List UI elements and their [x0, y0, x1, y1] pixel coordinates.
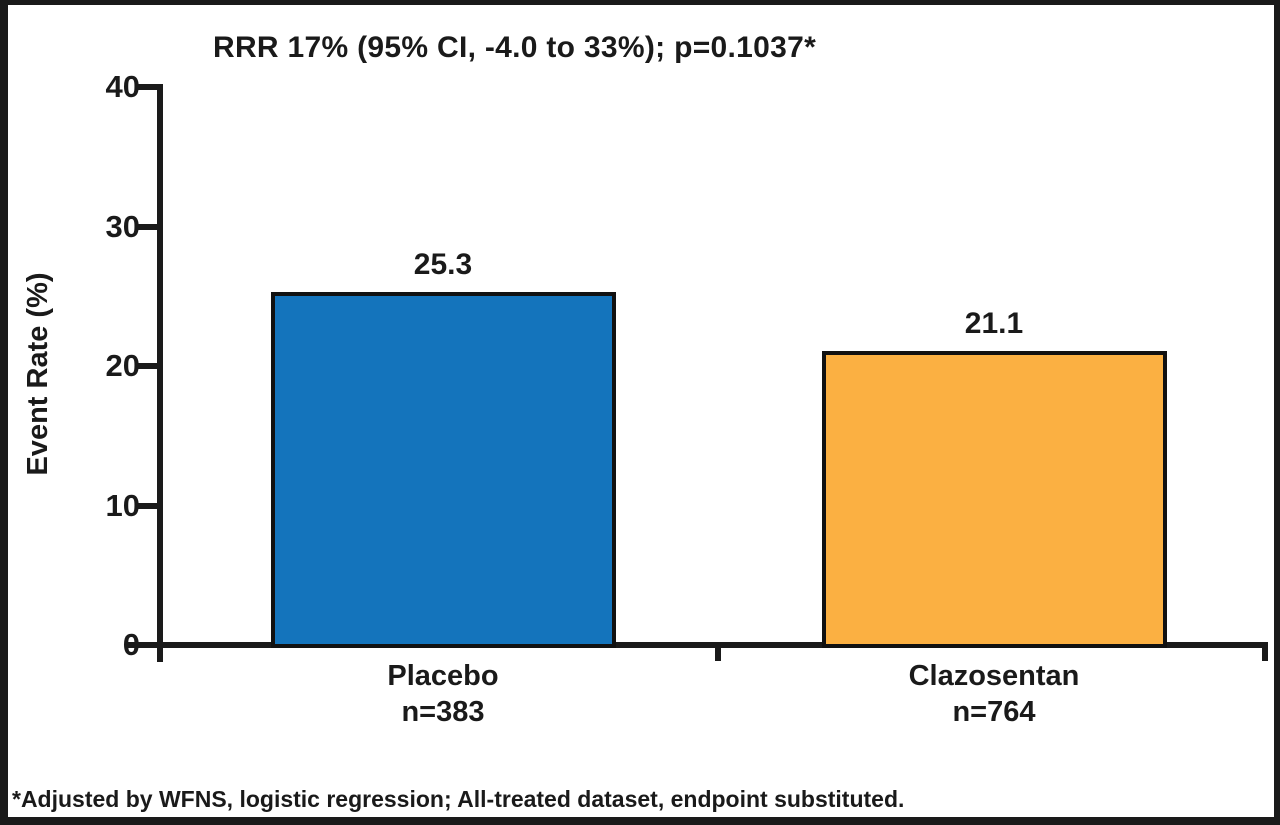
category-label-placebo: Placebo [387, 660, 499, 692]
y-axis-tick [138, 84, 158, 90]
y-axis-tick [138, 502, 158, 509]
y-tick-label: 20 [105, 348, 140, 383]
y-axis-title: Event Rate (%) [22, 272, 54, 476]
category-label-clazosentan: Clazosentan [908, 660, 1080, 692]
y-tick-label: 10 [105, 487, 140, 523]
footnote: *Adjusted by WFNS, logistic regression; … [12, 786, 905, 812]
bar-placebo [270, 292, 616, 648]
chart-title: RRR 17% (95% CI, -4.0 to 33%); p=0.1037* [213, 31, 817, 64]
y-tick-label: 40 [105, 69, 140, 104]
bar-value-label-clazosentan: 21.1 [964, 307, 1024, 340]
y-axis-line [157, 84, 163, 662]
x-axis-tick [715, 645, 721, 661]
y-tick-label: 0 [122, 627, 140, 662]
x-axis-tick [1262, 645, 1268, 661]
category-sublabel-placebo: n=383 [401, 696, 485, 728]
x-axis-line [127, 642, 1268, 648]
y-axis-tick [138, 363, 158, 369]
y-axis-tick [138, 223, 158, 230]
category-sublabel-clazosentan: n=764 [952, 696, 1036, 728]
y-tick-label: 30 [105, 208, 140, 244]
bar-value-label-placebo: 25.3 [413, 248, 473, 281]
bar-clazosentan [821, 351, 1167, 648]
